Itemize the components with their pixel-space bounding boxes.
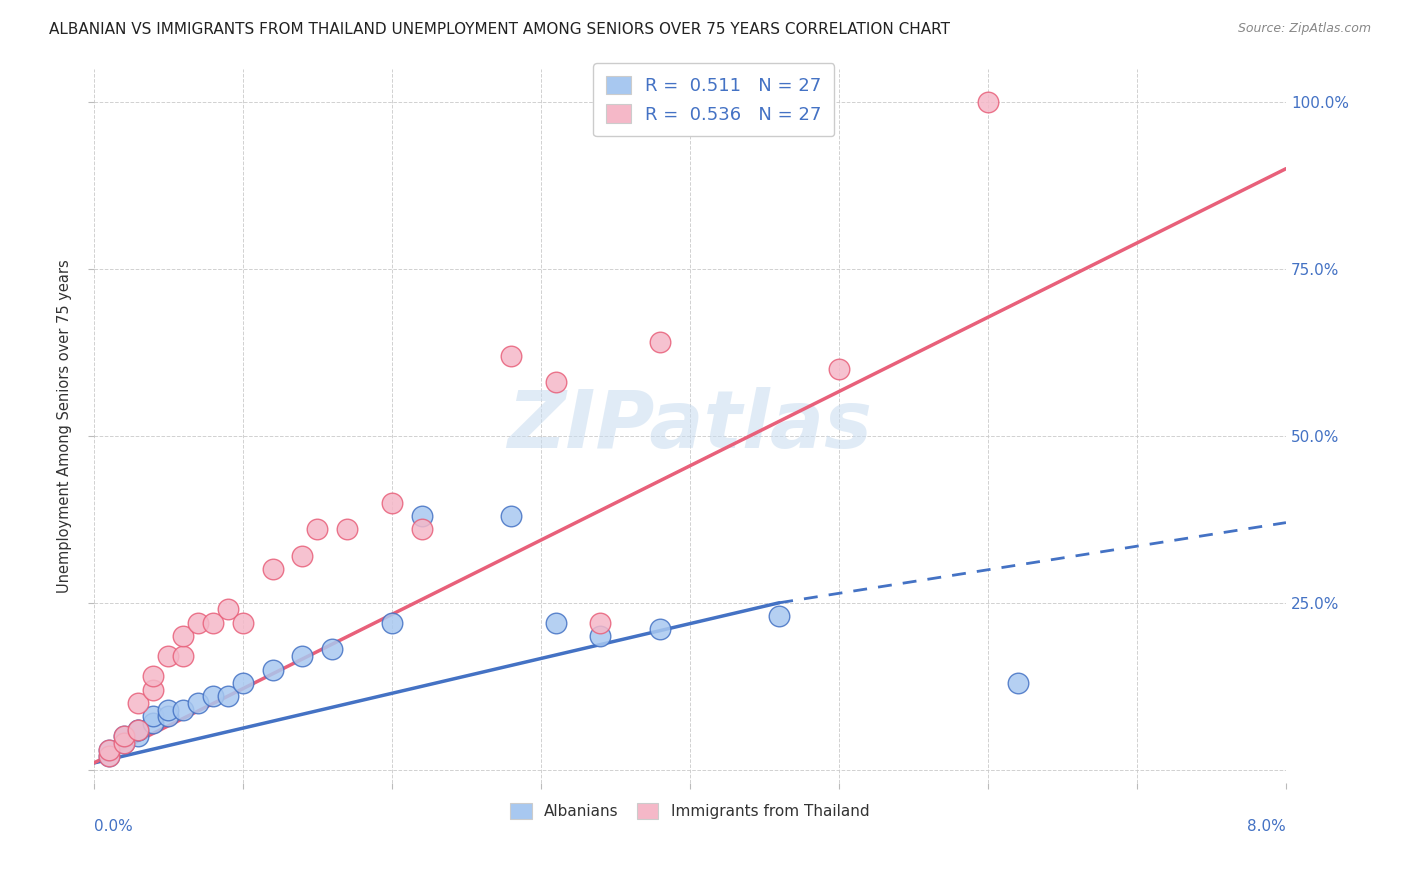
Point [201, 615, 224, 630]
Point [977, 95, 1000, 109]
Point [828, 362, 851, 376]
Point [232, 615, 254, 630]
Point [127, 723, 149, 737]
Point [321, 642, 343, 657]
Text: 0.0%: 0.0% [94, 819, 132, 834]
Point [172, 703, 194, 717]
Point [97, 749, 120, 764]
Legend: Albanians, Immigrants from Thailand: Albanians, Immigrants from Thailand [505, 797, 876, 825]
Point [172, 629, 194, 643]
Point [127, 723, 149, 737]
Text: Source: ZipAtlas.com: Source: ZipAtlas.com [1237, 22, 1371, 36]
Point [1007, 676, 1029, 690]
Point [112, 729, 135, 743]
Point [544, 615, 567, 630]
Point [97, 749, 120, 764]
Point [142, 715, 165, 730]
Point [127, 696, 149, 710]
Point [127, 729, 149, 743]
Point [187, 615, 209, 630]
Point [411, 522, 433, 536]
Point [589, 629, 612, 643]
Point [336, 522, 359, 536]
Point [262, 663, 284, 677]
Point [381, 495, 404, 509]
Point [217, 602, 239, 616]
Point [291, 549, 314, 563]
Point [187, 696, 209, 710]
Point [544, 376, 567, 390]
Y-axis label: Unemployment Among Seniors over 75 years: Unemployment Among Seniors over 75 years [58, 259, 72, 592]
Point [201, 690, 224, 704]
Point [499, 349, 522, 363]
Text: ZIPatlas: ZIPatlas [508, 387, 872, 465]
Point [648, 335, 671, 350]
Text: ALBANIAN VS IMMIGRANTS FROM THAILAND UNEMPLOYMENT AMONG SENIORS OVER 75 YEARS CO: ALBANIAN VS IMMIGRANTS FROM THAILAND UNE… [49, 22, 950, 37]
Point [142, 682, 165, 697]
Text: 8.0%: 8.0% [1247, 819, 1286, 834]
Point [112, 729, 135, 743]
Point [411, 508, 433, 523]
Point [648, 623, 671, 637]
Point [217, 690, 239, 704]
Point [142, 709, 165, 723]
Point [589, 615, 612, 630]
Point [97, 742, 120, 756]
Point [768, 609, 790, 624]
Point [499, 508, 522, 523]
Point [307, 522, 329, 536]
Point [97, 742, 120, 756]
Point [172, 649, 194, 664]
Point [157, 649, 180, 664]
Point [262, 562, 284, 576]
Point [232, 676, 254, 690]
Point [381, 615, 404, 630]
Point [157, 709, 180, 723]
Point [112, 736, 135, 750]
Point [127, 723, 149, 737]
Point [142, 669, 165, 683]
Point [291, 649, 314, 664]
Point [157, 703, 180, 717]
Point [112, 736, 135, 750]
